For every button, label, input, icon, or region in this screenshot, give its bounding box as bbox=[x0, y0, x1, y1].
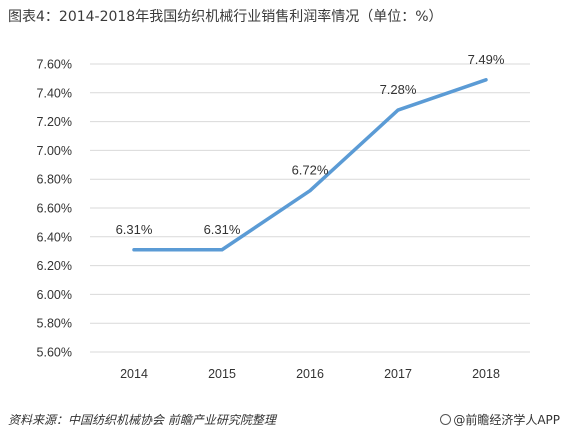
y-tick-label: 6.00% bbox=[37, 288, 72, 302]
brand-logo-icon bbox=[440, 414, 452, 425]
source-note: 资料来源：中国纺织机械协会 前瞻产业研究院整理 bbox=[8, 413, 276, 427]
data-point bbox=[220, 248, 224, 252]
y-tick-label: 7.20% bbox=[37, 115, 72, 129]
data-point bbox=[484, 78, 488, 82]
x-tick-label: 2018 bbox=[472, 367, 500, 381]
x-axis-ticks: 2014 2015 2016 2017 2018 bbox=[120, 367, 500, 381]
gridlines bbox=[90, 63, 530, 353]
x-tick-label: 2015 bbox=[208, 367, 236, 381]
y-tick-label: 7.00% bbox=[37, 144, 72, 158]
y-axis-ticks: 5.60% 5.80% 6.00% 6.20% 6.40% 6.60% 6.80% 7.00%… bbox=[37, 58, 72, 360]
x-tick-label: 2014 bbox=[120, 367, 148, 381]
chart-title: 图表4：2014-2018年我国纺织机械行业销售利润率情况（单位：%） bbox=[8, 9, 443, 25]
x-tick-label: 2017 bbox=[384, 367, 412, 381]
brand-label: @前瞻经济学人APP bbox=[453, 413, 560, 427]
y-tick-label: 7.40% bbox=[37, 86, 72, 100]
y-tick-label: 5.60% bbox=[37, 346, 72, 360]
data-label: 6.31% bbox=[116, 222, 153, 237]
x-tick-label: 2016 bbox=[296, 367, 324, 381]
y-tick-label: 7.60% bbox=[37, 58, 72, 72]
y-tick-label: 5.80% bbox=[37, 317, 72, 331]
y-tick-label: 6.20% bbox=[37, 259, 72, 273]
data-label: 7.28% bbox=[380, 82, 417, 97]
brand-credit: @前瞻经济学人APP bbox=[440, 411, 560, 428]
data-point bbox=[396, 108, 400, 112]
data-label: 6.31% bbox=[204, 222, 241, 237]
data-point bbox=[308, 189, 312, 193]
y-tick-label: 6.80% bbox=[37, 173, 72, 187]
data-label: 6.72% bbox=[292, 163, 329, 178]
data-label: 7.49% bbox=[468, 52, 505, 67]
series-line bbox=[132, 78, 488, 252]
y-tick-label: 6.60% bbox=[37, 202, 72, 216]
data-point bbox=[132, 248, 136, 252]
data-labels: 6.31% 6.31% 6.72% 7.28% 7.49% bbox=[116, 52, 505, 237]
y-tick-label: 6.40% bbox=[37, 230, 72, 244]
